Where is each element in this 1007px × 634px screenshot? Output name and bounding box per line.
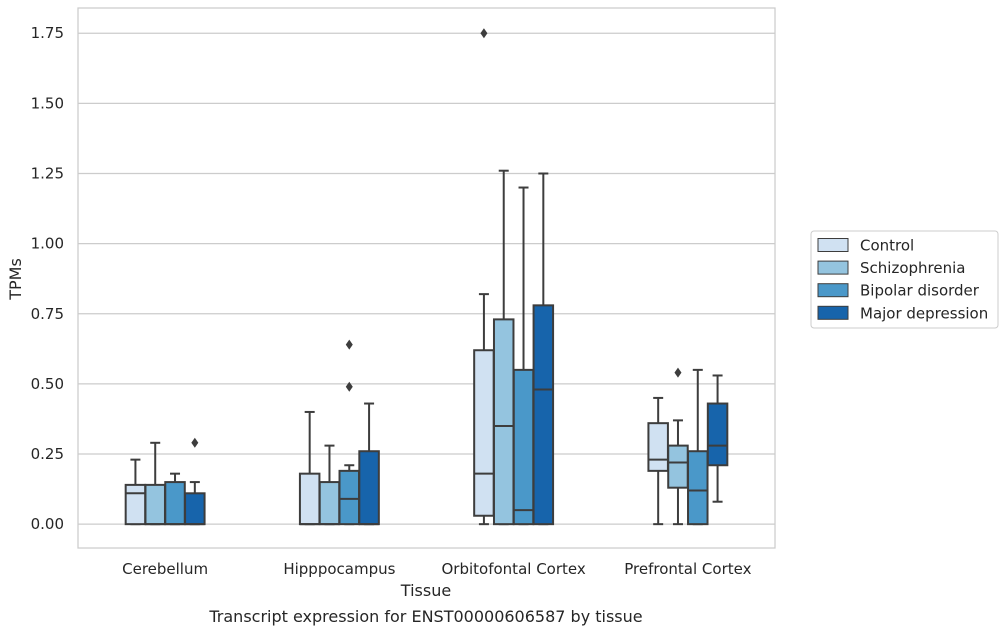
legend-label: Schizophrenia: [860, 259, 965, 277]
box-group: [164, 472, 186, 526]
y-tick-label: 0.50: [31, 375, 64, 393]
outlier-marker: [480, 28, 488, 39]
box-group: [184, 437, 206, 526]
outlier-marker: [345, 339, 353, 350]
box-group: [532, 172, 555, 526]
box: [667, 444, 689, 489]
legend-frame: [810, 230, 999, 329]
box: [473, 349, 495, 517]
box: [338, 469, 361, 526]
box-group: [706, 374, 729, 503]
box-group: [298, 410, 321, 526]
x-tick-label: Prefrontal Cortex: [624, 560, 751, 578]
box: [124, 483, 147, 526]
y-tick-label: 0.75: [31, 305, 64, 323]
box: [144, 483, 166, 526]
box-group: [667, 367, 689, 526]
legend: Control Schizophrenia Bipolar disorder Majo…: [810, 230, 999, 329]
y-tick-label: 1.50: [31, 94, 64, 112]
legend-swatch: [817, 238, 849, 252]
x-tick-label: Hipppocampus: [283, 560, 395, 578]
box: [358, 450, 380, 526]
box-group: [687, 368, 709, 526]
box: [298, 472, 321, 526]
legend-label: Major depression: [860, 304, 988, 322]
legend-label: Control: [860, 237, 914, 255]
y-tick-label: 0.25: [31, 445, 64, 463]
legend-swatch: [817, 283, 849, 298]
y-tick-label: 1.25: [31, 165, 64, 183]
box-group: [473, 28, 495, 526]
legend-swatch: [817, 305, 849, 320]
box: [164, 481, 186, 526]
box: [687, 450, 709, 526]
y-tick-label: 1.00: [31, 235, 64, 253]
box-group: [512, 186, 535, 526]
box: [318, 481, 341, 526]
box-group: [647, 396, 669, 526]
boxes: [124, 28, 729, 526]
x-axis-title: Tissue: [400, 581, 451, 600]
outlier-marker: [345, 381, 353, 392]
outlier-marker: [191, 437, 199, 448]
y-tick-label: 0.00: [31, 515, 64, 533]
box: [647, 422, 669, 472]
y-tick-label: 1.75: [31, 24, 64, 42]
x-tick-label: Orbitofontal Cortex: [442, 560, 586, 578]
box: [512, 368, 535, 526]
x-tick-label: Cerebellum: [122, 560, 208, 578]
box: [706, 402, 729, 467]
legend-label: Bipolar disorder: [860, 282, 980, 300]
box-group: [358, 402, 380, 526]
legend-swatch: [817, 260, 849, 275]
y-tick-labels: 0.00 0.25 0.50 0.75 1.00 1.25 1.50 1.75: [31, 24, 64, 533]
box: [492, 318, 515, 526]
chart-caption: Transcript expression for ENST0000060658…: [208, 607, 642, 626]
box: [532, 304, 555, 526]
box: [184, 492, 206, 526]
outlier-marker: [674, 367, 682, 378]
x-tick-labels: Cerebellum Hipppocampus Orbitofontal Corte…: [122, 560, 751, 578]
y-axis-title: TPMs: [6, 258, 25, 301]
